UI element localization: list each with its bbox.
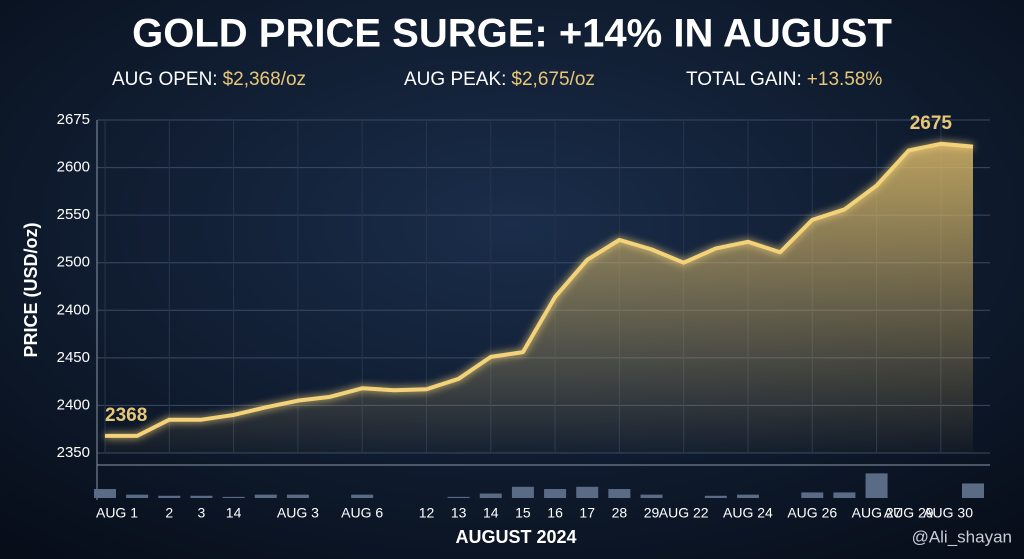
y-tick-label: 2400: [57, 301, 90, 318]
x-tick-label: AUG 22: [659, 505, 709, 521]
volume-bar: [865, 473, 888, 498]
plot: 2350 2400 2450 2400 2500 2550 2600 2675 2368 2675…: [57, 111, 990, 521]
stat-label: TOTAL GAIN:: [686, 69, 802, 90]
volume-bar: [576, 486, 599, 498]
x-axis-label: AUGUST 2024: [455, 527, 576, 547]
y-tick-label: 2675: [57, 111, 90, 128]
stat-value: $2,368/oz: [223, 69, 306, 90]
data-label: 2675: [910, 113, 953, 134]
chart-title: GOLD PRICE SURGE: +14% IN AUGUST: [132, 12, 892, 56]
x-tick-label: 15: [515, 505, 531, 521]
volume-bar: [190, 495, 213, 498]
volume-bar: [222, 496, 245, 498]
stats: AUG OPEN: $2,368/oz AUG PEAK: $2,675/oz TOTA…: [112, 69, 882, 90]
y-tick-label: 2350: [57, 444, 90, 461]
volume-bar: [801, 492, 824, 498]
stat: AUG OPEN: $2,368/oz: [112, 69, 306, 90]
x-tick-label: 14: [483, 505, 499, 521]
volume-bar: [511, 486, 534, 498]
volume-bar: [640, 494, 663, 498]
watermark: @Ali_shayan: [912, 527, 1012, 546]
x-tick-label: 16: [547, 505, 563, 521]
stat: AUG PEAK: $2,675/oz: [404, 69, 595, 90]
x-tick-label: 3: [198, 505, 206, 521]
x-tick-label: AUG 26: [787, 505, 837, 521]
x-tick-label: 29: [644, 505, 660, 521]
x-tick-label: 28: [612, 505, 628, 521]
y-axis-label: PRICE (USD/oz): [21, 222, 41, 357]
volume-bar: [447, 496, 470, 498]
area: [105, 143, 973, 454]
stat-value: $2,675/oz: [511, 69, 594, 90]
volume-bar: [479, 493, 502, 498]
x-tick-label: 12: [419, 505, 435, 521]
volume-bar: [126, 494, 149, 498]
x-tick-label: 17: [579, 505, 595, 521]
volume-bar: [351, 494, 374, 498]
stat: TOTAL GAIN: +13.58%: [686, 69, 882, 90]
x-tick-label: 14: [226, 505, 242, 521]
volume-bar: [736, 494, 759, 498]
line: [105, 141, 974, 438]
data-label: 2368: [105, 405, 147, 426]
volume-bar: [158, 495, 181, 498]
stat-value: +13.58%: [807, 69, 883, 90]
stat-label: AUG OPEN:: [112, 69, 218, 90]
volume-bar: [254, 494, 277, 498]
y-tick-label: 2600: [57, 159, 90, 176]
volume-bar: [833, 492, 856, 498]
x-tick-label: AUG 3: [277, 505, 319, 521]
x-tick-label: AUG 27: [852, 505, 902, 521]
stat-label: AUG PEAK:: [404, 69, 506, 90]
x-tick-label: AUG 30: [923, 505, 973, 521]
y-tick-label: 2550: [57, 206, 90, 223]
volume-bar: [94, 489, 116, 498]
volume-bar: [962, 483, 984, 498]
y-tick-label: 2450: [57, 349, 90, 366]
x-tick-label: AUG 24: [723, 505, 773, 521]
x-tick-label: AUG 1: [96, 505, 138, 521]
y-tick-label: 2500: [57, 254, 90, 271]
x-tick-label: 2: [165, 505, 173, 521]
volume-bar: [544, 489, 567, 498]
x-tick-label: AUG 6: [341, 505, 383, 521]
volume-bar: [704, 495, 727, 498]
y-tick-label: 2400: [57, 396, 90, 413]
x-tick-label: 13: [451, 505, 467, 521]
volume-bar: [286, 494, 309, 498]
volume-bar: [608, 489, 631, 498]
x-tick-label: AUG 29: [884, 505, 934, 521]
